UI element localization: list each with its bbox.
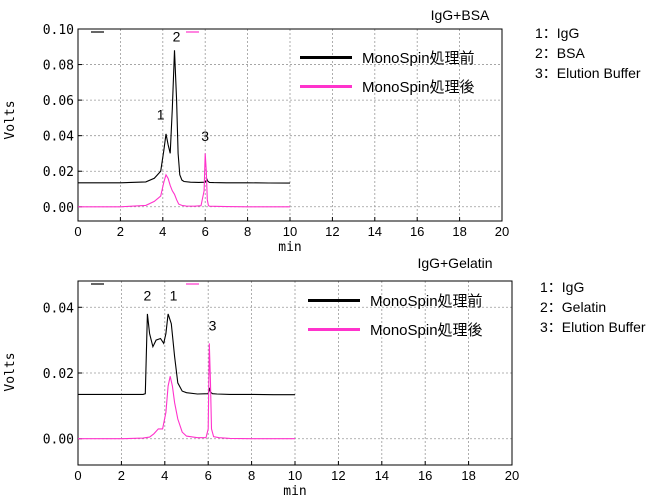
y-tick-label: 0.06 [43,94,74,109]
series-line-after [78,343,295,440]
legend-swatch-after [308,328,360,331]
legend-label-after: MonoSpin処理後 [370,322,483,339]
series-line-before [78,50,291,184]
series-line-before [78,313,295,396]
x-tick-label: 8 [248,468,255,483]
chart-panel-igg-bsa: 0 2 4 6 8 10 12 14 16 18 200.000.020.040.060.080.1… [3,7,641,255]
y-tick-label: 0.04 [43,301,74,316]
peak-key-item: 3：Elution Buffer [535,65,641,81]
peak-label: 2 [173,28,181,44]
peak-key-item: 3：Elution Buffer [540,319,646,335]
x-tick-label: 8 [244,224,251,239]
x-tick-label: 12 [325,224,339,239]
x-tick-label: 18 [452,224,466,239]
x-tick-label: 2 [117,224,124,239]
x-tick-label: 10 [288,468,302,483]
x-tick-label: 16 [410,224,424,239]
x-tick-label: 20 [505,468,519,483]
y-tick-label: 0.08 [43,59,74,74]
y-tick-label: 0.10 [43,23,74,38]
peak-key-item: 1：IgG [540,279,584,295]
chart-title: IgG+BSA [431,7,490,23]
y-tick-label: 0.00 [43,201,74,216]
x-tick-label: 4 [159,224,166,239]
x-tick-label: 20 [495,224,509,239]
peak-label: 2 [144,288,152,304]
y-axis-label: Volts [3,100,18,139]
x-tick-label: 0 [74,224,81,239]
legend-label-after: MonoSpin処理後 [362,79,475,96]
x-tick-label: 10 [283,224,297,239]
x-tick-label: 18 [461,468,475,483]
legend-label-before: MonoSpin処理前 [370,293,483,310]
legend-swatch-before [300,56,352,59]
x-tick-label: 16 [418,468,432,483]
x-tick-label: 14 [375,468,389,483]
x-tick-label: 6 [205,468,212,483]
legend-swatch-before [308,299,360,302]
peak-label: 3 [201,128,209,144]
x-axis-label: min [278,240,301,255]
peak-label: 1 [157,107,165,123]
y-axis-label: Volts [3,352,18,391]
legend-swatch-after [300,85,352,88]
chart-panel-igg-gelatin: 0 2 4 6 8 10 12 14 16 18 200.000.020.04minVoltsIgG… [3,255,646,499]
legend-label-before: MonoSpin処理前 [362,50,475,67]
x-tick-label: 2 [118,468,125,483]
peak-key-item: 2：Gelatin [540,299,606,315]
y-tick-label: 0.02 [43,367,74,382]
x-tick-label: 14 [368,224,382,239]
y-tick-label: 0.04 [43,130,74,145]
chart-title: IgG+Gelatin [417,255,492,271]
peak-key-item: 2：BSA [535,45,585,61]
peak-label: 1 [170,288,178,304]
y-tick-label: 0.00 [43,433,74,448]
y-tick-label: 0.02 [43,165,74,180]
x-tick-label: 12 [331,468,345,483]
peak-key-item: 1：IgG [535,25,579,41]
x-tick-label: 6 [202,224,209,239]
peak-label: 3 [209,317,217,333]
x-tick-label: 4 [161,468,168,483]
x-tick-label: 0 [74,468,81,483]
series-line-after [78,153,290,208]
x-axis-label: min [283,484,306,499]
